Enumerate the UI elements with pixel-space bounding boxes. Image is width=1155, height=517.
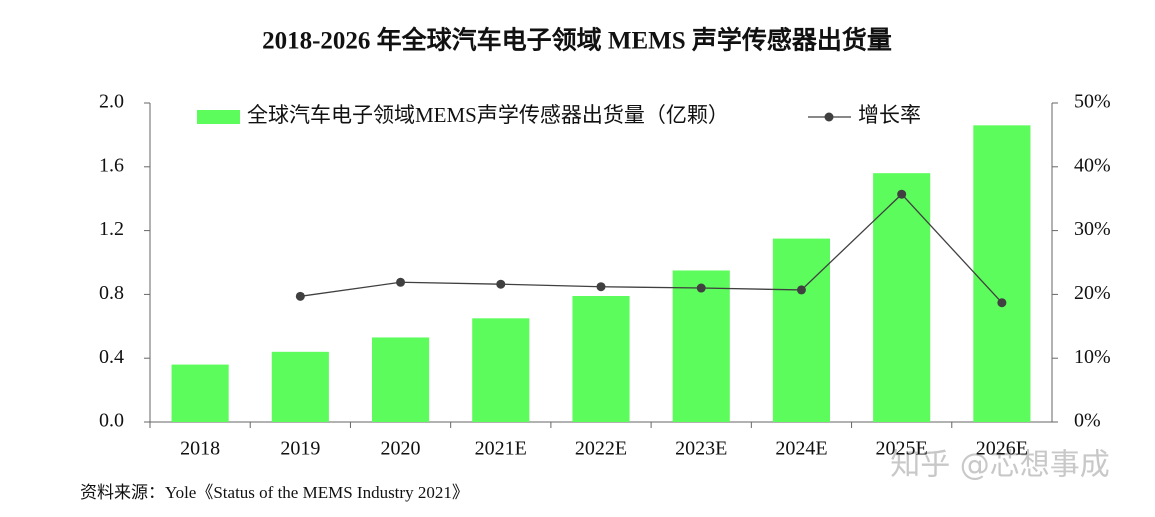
bar: [572, 295, 630, 422]
y-tick-label: 1.6: [99, 154, 124, 176]
y-tick-label: 0.4: [99, 346, 124, 368]
chart-title: 2018-2026 年全球汽车电子领域 MEMS 声学传感器出货量: [262, 26, 892, 55]
bar: [371, 337, 430, 422]
y2-tick-label: 30%: [1074, 218, 1111, 240]
x-tick-label: 2019: [280, 438, 320, 460]
bar: [271, 351, 329, 422]
y-tick-label: 0.8: [99, 282, 124, 304]
x-tick-label: 2024E: [775, 438, 827, 460]
legend-swatch: [197, 110, 240, 124]
x-tick-label: 2021E: [475, 438, 527, 460]
line-point: [997, 298, 1007, 308]
legend-swatch: [824, 112, 834, 122]
x-tick-label: 2020: [381, 438, 421, 460]
x-tick-label: 2022E: [575, 438, 627, 460]
line-point: [596, 282, 606, 292]
y2-tick-label: 50%: [1074, 91, 1111, 113]
source-note: 资料来源：Yole《Status of the MEMS Industry 20…: [80, 483, 469, 502]
x-tick-label: 2025E: [876, 438, 928, 460]
line-point: [796, 285, 806, 295]
y2-tick-label: 40%: [1074, 154, 1111, 176]
line-point: [897, 189, 907, 199]
bar: [171, 364, 229, 422]
legend-label: 增长率: [858, 103, 921, 127]
y2-tick-label: 10%: [1074, 346, 1111, 368]
x-tick-label: 2026E: [976, 438, 1028, 460]
bar: [672, 270, 730, 422]
line-point: [295, 291, 305, 301]
bar: [472, 318, 530, 422]
bar: [973, 125, 1031, 422]
y-tick-label: 0.0: [99, 410, 124, 432]
y2-tick-label: 20%: [1074, 282, 1111, 304]
line-point: [396, 277, 406, 287]
y-tick-label: 2.0: [99, 91, 124, 113]
y2-tick-label: 0%: [1074, 410, 1101, 432]
line-point: [696, 283, 706, 293]
watermark: 知乎 @芯想事成: [890, 448, 1110, 483]
legend-label: 全球汽车电子领域MEMS声学传感器出货量（亿颗）: [247, 103, 729, 127]
line: [300, 193, 1003, 304]
bar: [873, 173, 931, 422]
x-tick-label: 2018: [180, 438, 220, 460]
line-point: [496, 279, 506, 289]
bar: [772, 238, 831, 422]
x-tick-label: 2023E: [675, 438, 727, 460]
y-tick-label: 1.2: [99, 218, 124, 240]
